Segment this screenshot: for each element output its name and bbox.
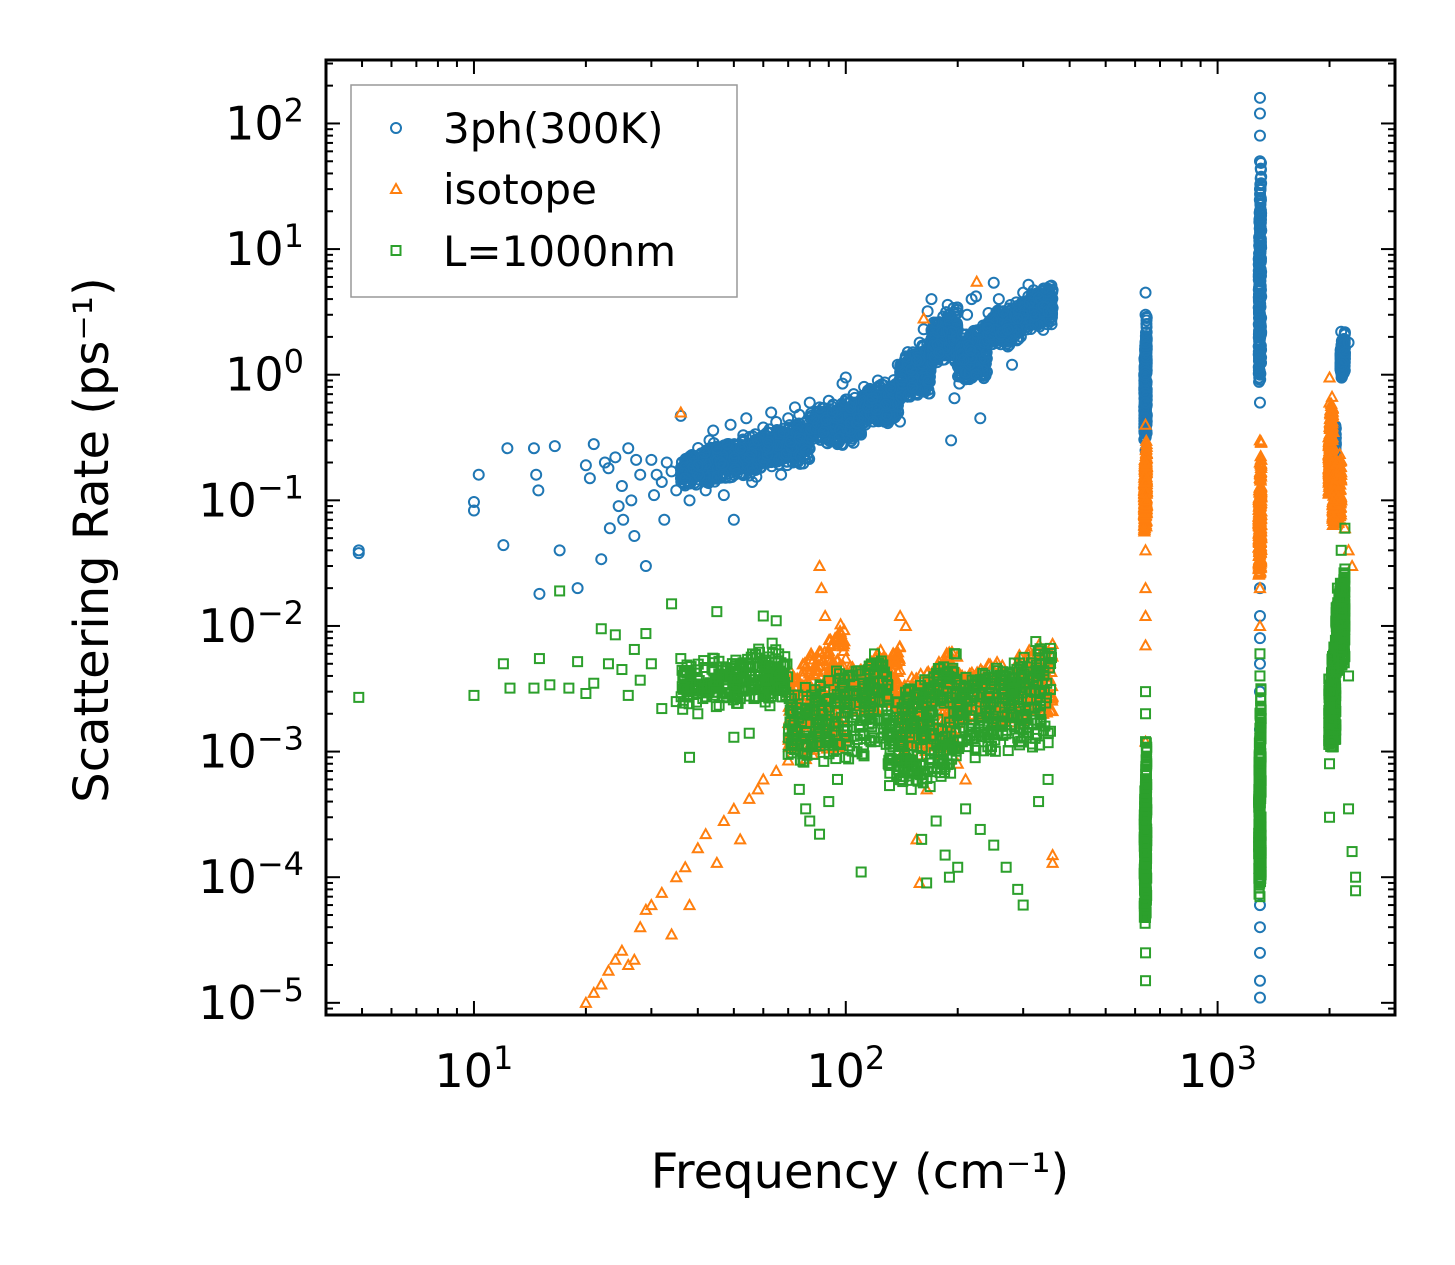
data-point-band-0-5 [895, 373, 908, 386]
data-point-band-0-0 [679, 479, 692, 492]
data-point-band-0-3 [833, 431, 846, 444]
data-point-band-0-7 [972, 345, 985, 358]
data-point-band-0-4 [870, 403, 883, 416]
data-point-band-0-5 [894, 390, 907, 403]
data-point-band-0-3 [827, 420, 840, 433]
data-point-band-0-3 [847, 436, 860, 449]
data-point-band-0-7 [970, 368, 983, 381]
data-point-band-0-2 [761, 443, 774, 456]
data-point-band-0-0 [698, 446, 711, 459]
series-3ph(300K) [352, 91, 1355, 1004]
data-point-band-0-4 [893, 415, 906, 428]
data-point-band-0-2 [765, 460, 778, 473]
data-point-band-0-1 [717, 458, 730, 471]
data-point-band-0-2 [763, 423, 776, 436]
data-point-band-0-1 [717, 467, 730, 480]
data-point-band-0-2 [762, 442, 775, 455]
data-point-band-0-5 [906, 381, 919, 394]
data-point-band-0-1 [743, 469, 756, 482]
data-point-band-0-3 [820, 414, 833, 427]
data-point-band-0-2 [785, 441, 798, 454]
data-point-band-0-1 [746, 461, 759, 474]
data-point-band-0-5 [906, 375, 919, 388]
data-point-band-0-6 [931, 338, 944, 351]
data-point-band-0-1 [711, 470, 724, 483]
series-layer [352, 91, 1362, 1008]
data-point-band-0-1 [728, 452, 741, 465]
data-point-band-0-4 [863, 395, 876, 408]
data-point-band-0-2 [760, 457, 773, 470]
data-point-band-0-3 [804, 423, 817, 436]
data-point-band-0-6 [943, 313, 956, 326]
data-point-band-0-4 [859, 399, 872, 412]
data-point-band-0-4 [867, 415, 880, 428]
data-point-band-0-3 [837, 399, 850, 412]
data-point-band-0-2 [793, 432, 806, 445]
data-point-band-0-5 [922, 375, 935, 388]
